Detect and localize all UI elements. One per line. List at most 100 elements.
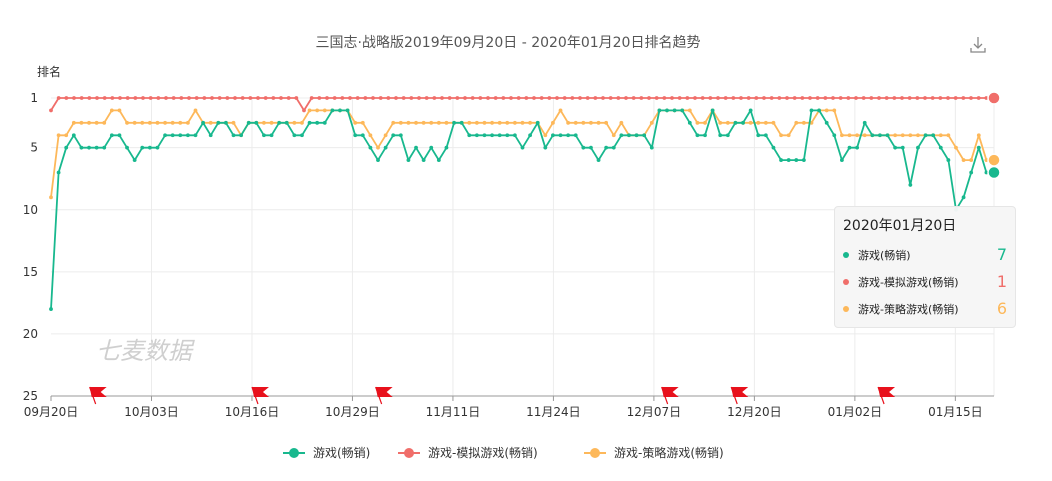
- event-flag-icon[interactable]: [661, 386, 679, 405]
- data-point: [589, 120, 593, 125]
- event-flag-icon[interactable]: [730, 386, 749, 405]
- data-point: [509, 96, 513, 100]
- y-tick-label: 10: [23, 203, 38, 217]
- data-point: [916, 133, 920, 138]
- x-tick-label: 12月07日: [627, 405, 682, 419]
- data-point: [424, 96, 429, 100]
- data-point: [49, 195, 53, 200]
- data-point: [64, 96, 69, 100]
- event-flag-icon[interactable]: [251, 386, 269, 405]
- data-point: [723, 96, 728, 100]
- data-point: [147, 120, 152, 125]
- download-icon[interactable]: [970, 37, 986, 53]
- data-point: [703, 120, 707, 125]
- data-point: [294, 96, 299, 100]
- data-point: [847, 133, 852, 138]
- data-point: [976, 96, 981, 100]
- data-point: [246, 120, 251, 125]
- data-point: [271, 96, 276, 100]
- legend-item[interactable]: 游戏-策略游戏(畅销): [584, 445, 724, 460]
- data-point: [254, 120, 259, 125]
- data-point: [969, 96, 973, 100]
- data-point: [233, 96, 237, 100]
- data-point: [94, 145, 99, 150]
- data-point: [596, 158, 601, 162]
- data-point: [923, 133, 928, 138]
- event-flag-icon[interactable]: [375, 386, 393, 405]
- data-point: [551, 133, 555, 138]
- data-point: [140, 145, 145, 150]
- data-point: [662, 96, 667, 100]
- data-point: [87, 96, 92, 100]
- data-point: [566, 120, 571, 125]
- data-point: [838, 96, 843, 100]
- data-point: [231, 133, 236, 138]
- data-point: [593, 96, 598, 100]
- data-point: [394, 96, 398, 100]
- tooltip-series-name: 游戏-模拟游戏(畅销): [858, 275, 959, 289]
- y-tick-label: 20: [23, 327, 38, 341]
- y-tick-label: 1: [30, 91, 38, 105]
- data-point: [414, 145, 418, 150]
- x-tick-label: 01月15日: [928, 405, 983, 419]
- legend-item[interactable]: 游戏-模拟游戏(畅销): [398, 446, 538, 460]
- event-flag-icon[interactable]: [89, 386, 107, 405]
- data-point: [946, 158, 951, 162]
- data-point: [368, 145, 373, 150]
- data-point: [64, 145, 69, 150]
- data-point: [147, 145, 152, 150]
- data-point: [665, 108, 669, 113]
- data-point: [555, 96, 559, 100]
- tooltip-row: 游戏-模拟游戏(畅销) 1: [843, 268, 1007, 295]
- data-point: [309, 96, 314, 100]
- data-point: [110, 96, 115, 100]
- data-point: [231, 120, 236, 125]
- data-point: [884, 96, 889, 100]
- data-point: [976, 133, 981, 138]
- data-point: [908, 133, 913, 138]
- data-point: [501, 96, 506, 100]
- data-point: [194, 96, 199, 100]
- x-tick-label: 01月02日: [828, 405, 883, 419]
- data-point: [771, 120, 776, 125]
- data-point: [801, 158, 806, 162]
- data-point: [95, 96, 99, 100]
- data-point: [452, 120, 456, 125]
- data-point: [938, 96, 943, 100]
- data-point: [763, 120, 768, 125]
- data-point: [915, 96, 920, 100]
- data-point: [315, 120, 320, 125]
- data-point: [708, 96, 713, 100]
- data-point: [363, 96, 368, 100]
- tooltip-row: 游戏(畅销) 7: [843, 241, 1007, 268]
- data-point: [355, 96, 360, 100]
- data-point: [908, 183, 913, 187]
- data-point: [193, 133, 198, 138]
- data-point: [383, 133, 388, 138]
- data-point: [700, 96, 705, 100]
- data-point: [386, 96, 391, 100]
- data-point: [786, 158, 791, 162]
- data-point: [877, 96, 881, 100]
- data-point: [647, 96, 651, 100]
- data-point: [687, 108, 692, 113]
- legend-item[interactable]: 游戏(畅销): [283, 446, 370, 460]
- data-point: [718, 120, 723, 125]
- data-point: [746, 96, 751, 100]
- data-point: [916, 145, 920, 150]
- legend[interactable]: 游戏(畅销) 游戏-模拟游戏(畅销) 游戏-策略游戏(畅销): [283, 445, 724, 460]
- data-point: [562, 96, 567, 100]
- legend-label: 游戏-策略游戏(畅销): [614, 445, 724, 460]
- data-point: [345, 108, 350, 113]
- data-point: [862, 120, 867, 125]
- data-point: [178, 120, 183, 125]
- data-point: [769, 96, 774, 100]
- data-point: [649, 120, 654, 125]
- tooltip-series-value: 1: [996, 272, 1007, 291]
- data-point: [718, 133, 723, 138]
- x-tick-label: 12月20日: [727, 405, 782, 419]
- data-point: [262, 133, 266, 138]
- data-point: [406, 158, 411, 162]
- data-point: [815, 96, 820, 100]
- event-flag-icon[interactable]: [877, 386, 896, 405]
